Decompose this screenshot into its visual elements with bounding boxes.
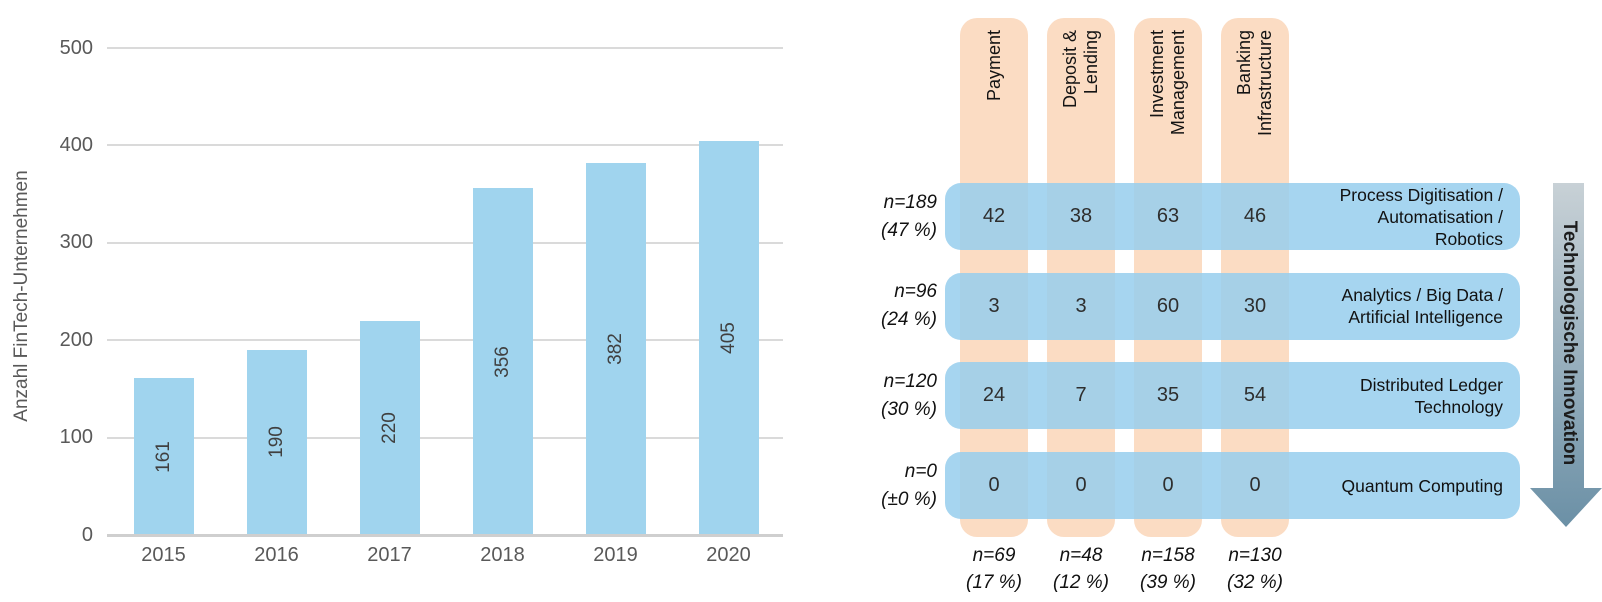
x-tick-label: 2016 xyxy=(254,544,299,566)
matrix-cell: 0 xyxy=(1162,474,1174,497)
x-tick-label: 2018 xyxy=(480,544,525,566)
row-total: n=0 (±0 %) xyxy=(881,460,937,510)
bar-value-label: 190 xyxy=(265,426,287,459)
gridline xyxy=(107,436,783,439)
column-header: Deposit & Lending xyxy=(1060,30,1101,109)
column-total: n=158 (39 %) xyxy=(1140,545,1196,593)
gridline xyxy=(107,339,783,342)
column-header: Payment xyxy=(983,30,1004,102)
column-total: n=69 (17 %) xyxy=(966,545,1022,593)
matrix-cell: 60 xyxy=(1156,294,1180,317)
column-header-wrap: Deposit & Lending xyxy=(1047,30,1115,162)
bar-value-label: 382 xyxy=(604,333,626,365)
technology-row: Analytics / Big Data / Artificial Intell… xyxy=(945,272,1520,340)
matrix-cell: 42 xyxy=(982,205,1006,227)
row-total: n=96 (24 %) xyxy=(881,281,937,331)
bar xyxy=(359,320,420,534)
row-total: n=120 (30 %) xyxy=(881,370,937,420)
innovation-arrow-label-wrap: Technologische Innovation xyxy=(1541,193,1597,493)
technology-row: Process Digitisation / Automatisation / … xyxy=(945,183,1520,250)
x-tick-label: 2015 xyxy=(141,544,186,566)
matrix-cell: 0 xyxy=(1075,474,1087,497)
gridline xyxy=(107,144,783,147)
y-tick-label: 300 xyxy=(59,231,93,254)
matrix-cell: 7 xyxy=(1075,384,1087,407)
technology-row: Distributed Ledger Technology xyxy=(945,362,1520,430)
column-total: n=48 (12 %) xyxy=(1053,545,1109,593)
x-tick-label: 2020 xyxy=(706,544,751,566)
innovation-arrow-label: Technologische Innovation xyxy=(1559,220,1580,466)
matrix-cell: 54 xyxy=(1243,384,1267,407)
bar-value-label: 405 xyxy=(717,321,739,354)
y-tick-label: 400 xyxy=(59,133,93,156)
matrix-cell: 38 xyxy=(1069,205,1093,227)
matrix-cell: 30 xyxy=(1243,294,1267,317)
column-header: Investment Management xyxy=(1147,30,1188,136)
matrix-cell: 46 xyxy=(1243,205,1267,227)
bar xyxy=(698,140,759,534)
y-tick-label: 100 xyxy=(59,426,93,449)
innovation-arrow xyxy=(1530,183,1602,527)
bar-value-label: 356 xyxy=(491,345,513,378)
matrix-cell: 63 xyxy=(1156,205,1180,227)
column-total: n=130 (32 %) xyxy=(1227,545,1283,593)
bar xyxy=(585,162,646,534)
column-header-wrap: Payment xyxy=(960,30,1028,162)
bar-value-label: 220 xyxy=(378,412,400,444)
column-header-wrap: Banking Infrastructure xyxy=(1221,30,1289,162)
y-tick-label: 500 xyxy=(59,36,93,59)
column-header: Banking Infrastructure xyxy=(1234,30,1275,137)
bar xyxy=(133,378,194,534)
x-tick-label: 2019 xyxy=(593,544,638,566)
matrix-cell: 35 xyxy=(1156,384,1180,407)
technology-row: Quantum Computing xyxy=(945,452,1520,520)
gridline xyxy=(107,241,783,244)
y-axis-label: Anzahl FinTech-Unternehmen xyxy=(11,170,32,422)
matrix-cell: 0 xyxy=(988,474,1000,497)
bar-value-label: 161 xyxy=(152,440,174,473)
gridline xyxy=(107,47,783,49)
bar xyxy=(472,188,533,534)
y-tick-label: 0 xyxy=(81,523,93,546)
y-tick-label: 200 xyxy=(59,328,93,351)
matrix-cell: 3 xyxy=(988,294,1000,317)
matrix-cell: 24 xyxy=(982,384,1006,407)
x-tick-label: 2017 xyxy=(367,544,412,566)
row-total: n=189 (47 %) xyxy=(881,191,937,241)
matrix-cell: 3 xyxy=(1075,294,1087,317)
bar xyxy=(246,349,307,534)
column-header-wrap: Investment Management xyxy=(1134,30,1202,162)
gridline xyxy=(107,534,783,537)
matrix-cell: 0 xyxy=(1249,474,1261,497)
